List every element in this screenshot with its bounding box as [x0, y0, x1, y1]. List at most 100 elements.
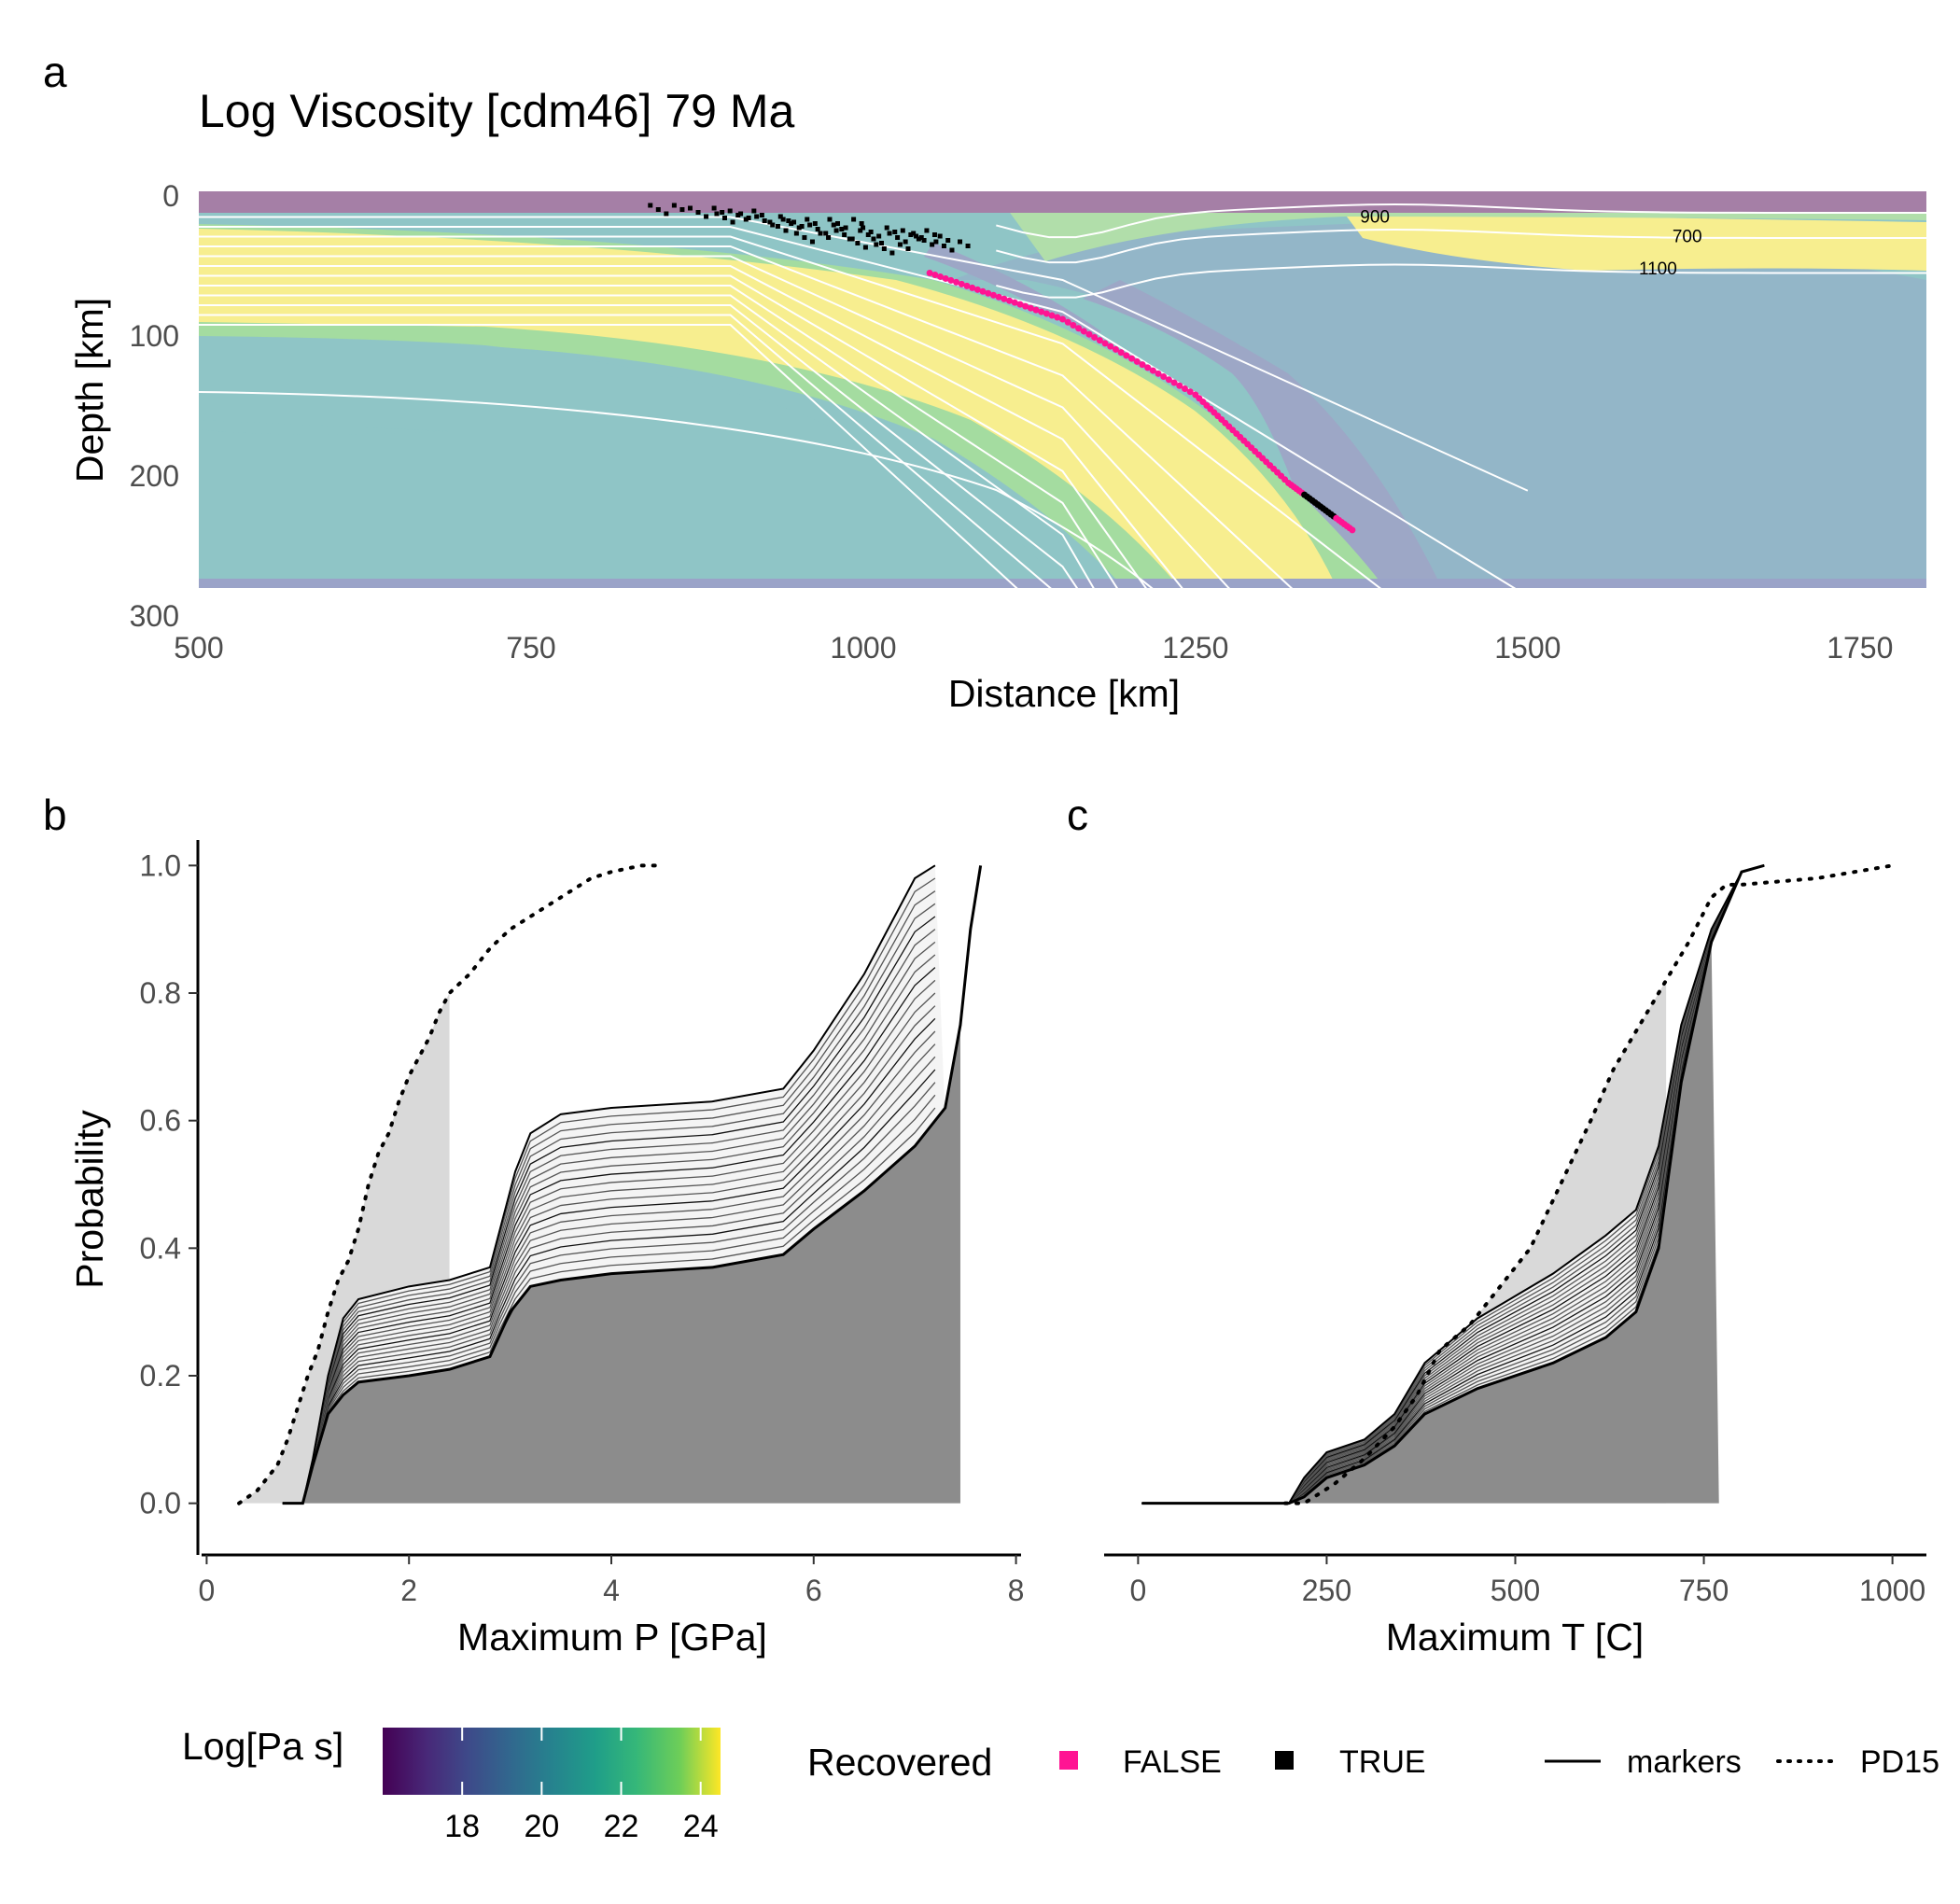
marker-dot — [1070, 321, 1077, 329]
marker-dot — [843, 225, 848, 231]
marker-dot — [895, 235, 901, 240]
x-tick-label: 8 — [1008, 1574, 1025, 1607]
panel-a-xtick-label: 1500 — [1494, 631, 1561, 665]
markers-key-label: markers — [1627, 1744, 1742, 1780]
colorbar-legend: Log[Pa s] 18 20 22 24 — [182, 1725, 721, 1844]
marker-dot — [738, 211, 744, 217]
marker-dot — [942, 274, 949, 282]
recovered-false-key — [1059, 1751, 1078, 1770]
marker-dot — [858, 228, 863, 233]
marker-dot — [1117, 349, 1125, 357]
marker-dot — [827, 217, 833, 222]
panel-a-axes: 500 750 1000 1250 1500 1750 0 100 200 300 — [130, 179, 1894, 665]
recovered-true-label: TRUE — [1339, 1744, 1426, 1780]
colorbar-title: Log[Pa s] — [182, 1725, 343, 1768]
marker-dot — [953, 278, 960, 286]
marker-dot — [1059, 315, 1066, 323]
marker-dot — [802, 235, 807, 240]
marker-dot — [876, 233, 882, 239]
colorbar-tick-label: 20 — [524, 1809, 559, 1844]
marker-dot — [958, 239, 963, 245]
colorbar-tick-label: 22 — [604, 1809, 639, 1844]
marker-dot — [1011, 299, 1018, 306]
marker-cdf-line — [282, 929, 936, 1505]
marker-dot — [855, 241, 861, 245]
marker-dot — [780, 217, 786, 222]
isotherm-line — [996, 203, 1926, 239]
marker-dot — [730, 219, 735, 225]
marker-dot — [1107, 343, 1114, 350]
pd15-line — [237, 863, 665, 1505]
marker-cdf-line — [282, 1017, 936, 1505]
marker-cdf-line — [282, 1107, 936, 1505]
isotherm-label: 700 — [1673, 228, 1702, 247]
marker-dot — [823, 231, 829, 236]
isotherm-label: 900 — [1360, 208, 1390, 228]
marker-dot — [783, 228, 789, 233]
marker-dot — [835, 221, 841, 226]
marker-dot — [1016, 301, 1024, 308]
isotherm-line — [996, 263, 1926, 299]
bottom-boundary-layer — [199, 579, 1926, 588]
marker-dot — [865, 232, 871, 237]
lower-lithosphere-green — [199, 336, 1064, 583]
isotherm-line — [199, 216, 1529, 492]
marker-dot — [648, 203, 653, 208]
marker-dot — [949, 247, 955, 253]
marker-dot — [1133, 357, 1141, 365]
marker-dot — [727, 208, 733, 214]
mantle-wedge-low — [1083, 280, 1437, 579]
marker-dot — [751, 208, 757, 214]
marker-cdf-line — [282, 1030, 936, 1505]
marker-dot — [892, 230, 898, 234]
panel-b: 0 2 4 6 80.00.20.40.60.81.0 Maximum P [GPa] … — [68, 840, 1024, 1659]
colorbar-ticks: 18 20 22 24 — [444, 1728, 719, 1844]
marker-dot — [743, 217, 749, 222]
marker-dot — [1075, 325, 1083, 332]
marker-cdf-line — [282, 967, 936, 1505]
isotherm-line — [199, 235, 1382, 588]
x-tick-label: 0 — [199, 1574, 216, 1607]
recovered-title: Recovered — [807, 1741, 992, 1784]
marker-dot — [931, 271, 939, 278]
marker-dot — [815, 227, 820, 231]
marker-dot — [1349, 526, 1356, 534]
panel-a-ytick-label: 100 — [130, 319, 179, 353]
marker-dot — [746, 216, 751, 220]
marker-dot — [721, 216, 727, 220]
marker-dot — [789, 221, 794, 226]
isotherm-line — [199, 304, 1079, 588]
marker-dot — [868, 230, 874, 234]
panel-a-ylabel: Depth [km] — [68, 298, 111, 483]
x-tick-label: 500 — [1491, 1574, 1540, 1607]
linetype-legend: markers PD15 — [1545, 1744, 1939, 1780]
isotherm-line — [199, 324, 1018, 588]
marker-dot — [1001, 295, 1008, 302]
colorbar-tick-label: 24 — [683, 1809, 719, 1844]
colorbar-gradient — [383, 1728, 721, 1795]
marker-dot — [969, 284, 976, 291]
marker-dot — [947, 276, 955, 284]
marker-dot — [1176, 382, 1183, 389]
isotherm-line — [199, 245, 1294, 588]
panel-a-ytick-label: 200 — [130, 459, 179, 493]
y-tick-label: 0.2 — [140, 1359, 181, 1393]
marker-dot — [664, 211, 669, 217]
marker-dot — [775, 224, 780, 229]
marker-dot — [1165, 376, 1172, 384]
marker-dots — [648, 203, 1356, 534]
marker-dot — [1038, 308, 1045, 315]
marker-dot — [704, 214, 709, 219]
marker-dot — [1096, 337, 1103, 344]
marker-dot — [905, 246, 911, 251]
isotherm-line — [199, 294, 1095, 588]
panel-c-xlabel: Maximum T [C] — [1386, 1616, 1644, 1659]
x-tick-label: 1000 — [1859, 1574, 1925, 1607]
markers-upper-line — [282, 864, 936, 1505]
marker-dot — [671, 203, 677, 208]
sticky-air-layer — [199, 191, 1926, 213]
isotherm-label: 1100 — [1639, 259, 1677, 279]
marker-dot — [687, 205, 693, 211]
marker-dot — [874, 242, 879, 247]
isotherm-line — [199, 255, 1231, 588]
